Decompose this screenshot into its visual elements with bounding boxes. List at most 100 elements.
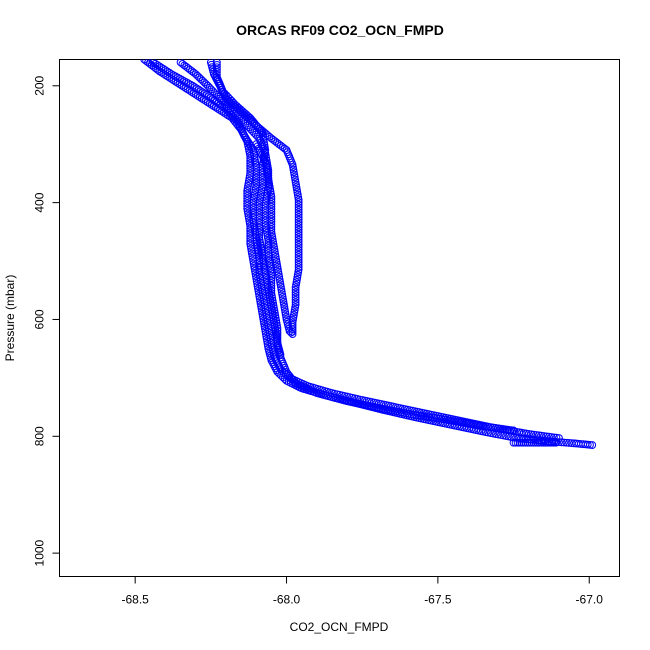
data-point [486, 423, 495, 432]
data-point [427, 413, 436, 422]
data-point [255, 226, 264, 235]
data-point [267, 210, 276, 219]
data-point [437, 415, 446, 424]
data-point [491, 424, 500, 432]
data-point [258, 178, 267, 187]
x-tick-label: -67.5 [424, 593, 452, 607]
data-point [586, 440, 594, 449]
data-point [519, 438, 528, 447]
data-point [213, 65, 221, 74]
data-point [544, 432, 553, 441]
data-point [478, 422, 487, 431]
data-point [527, 438, 536, 447]
data-point [521, 438, 530, 447]
data-point [151, 59, 160, 68]
data-point [541, 438, 550, 447]
data-point [192, 84, 201, 93]
data-point [294, 230, 303, 239]
y-tick-label: 200 [33, 75, 47, 95]
data-point [294, 215, 303, 224]
data-point [509, 438, 518, 447]
data-point [255, 213, 264, 222]
data-point [422, 412, 431, 421]
data-point [267, 220, 276, 229]
data-point [255, 216, 264, 225]
data-point [583, 440, 592, 449]
data-point [255, 203, 264, 212]
data-point [294, 258, 303, 267]
data-point [294, 203, 303, 212]
data-point [412, 411, 421, 419]
data-point [496, 424, 505, 433]
y-axis-label: Pressure (mbar) [3, 275, 17, 362]
data-point [267, 195, 276, 204]
data-point [545, 438, 554, 447]
data-point [267, 222, 276, 231]
y-tick-label: 400 [33, 192, 47, 212]
data-point [252, 140, 261, 149]
data-point [255, 198, 264, 207]
data-point [532, 431, 541, 439]
x-axis: -68.5 -68.0 -67.5 -67.0 [121, 576, 603, 607]
x-tick-label: -68.5 [121, 593, 149, 607]
data-point [440, 415, 449, 424]
data-point [420, 412, 428, 421]
data-point [291, 283, 300, 292]
data-point [499, 425, 508, 433]
data-point [291, 298, 300, 307]
data-point [509, 426, 518, 435]
data-point [190, 83, 199, 91]
data-point [240, 131, 249, 140]
data-point [291, 285, 300, 294]
data-point [481, 422, 490, 431]
data-point [267, 212, 276, 221]
data-point [202, 90, 211, 99]
points-layer [140, 59, 597, 449]
data-point [157, 63, 166, 72]
data-point [294, 198, 303, 207]
data-point [501, 425, 510, 434]
data-point [204, 92, 213, 101]
data-point [255, 223, 264, 232]
data-point [188, 81, 197, 90]
data-point [550, 433, 558, 442]
data-point [255, 221, 264, 230]
data-point [258, 173, 267, 182]
data-point [163, 67, 172, 76]
data-point [255, 228, 264, 237]
data-point [484, 422, 492, 431]
data-point [294, 208, 303, 217]
data-point [531, 438, 540, 447]
data-point [552, 438, 560, 447]
data-point [198, 88, 207, 97]
data-point [291, 295, 300, 304]
data-point [159, 65, 168, 73]
data-point [533, 438, 542, 447]
data-point [291, 290, 300, 299]
data-point [294, 250, 303, 259]
data-point [267, 207, 276, 216]
chart-title: ORCAS RF09 CO2_OCN_FMPD [236, 22, 444, 38]
data-point [543, 438, 552, 447]
data-point [535, 438, 544, 447]
data-point [294, 253, 303, 262]
data-point [537, 438, 546, 447]
data-point [294, 238, 303, 247]
data-point [241, 133, 250, 142]
data-point [294, 195, 303, 204]
data-point [294, 223, 303, 232]
data-point [258, 168, 267, 177]
data-point [200, 89, 209, 98]
data-point [294, 228, 303, 237]
data-point [267, 200, 276, 209]
data-point [194, 85, 203, 94]
data-point [527, 430, 536, 439]
data-point [513, 438, 522, 447]
data-point [550, 438, 558, 447]
data-point [494, 424, 503, 433]
data-point [294, 240, 303, 249]
data-point [165, 68, 174, 77]
data-point [291, 293, 300, 302]
data-point [529, 438, 538, 447]
data-point [294, 213, 303, 222]
